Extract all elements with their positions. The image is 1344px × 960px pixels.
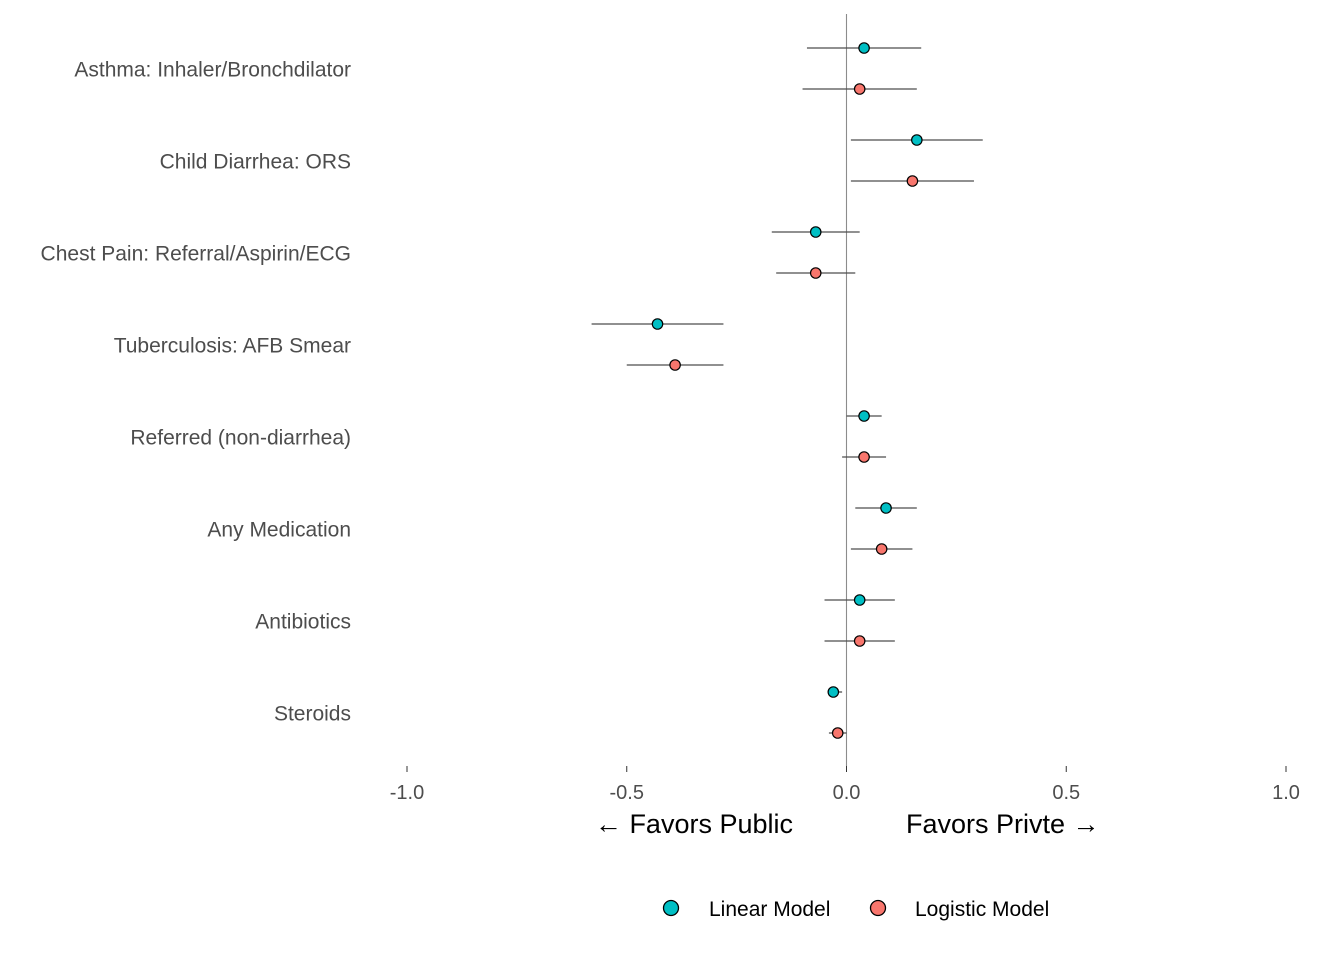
x-axis-label-left: ← Favors Public bbox=[595, 809, 793, 839]
category-label: Any Medication bbox=[207, 519, 351, 542]
category-labels: Asthma: Inhaler/Bronchdilator Child Diarr… bbox=[41, 59, 351, 726]
category-label: Referred (non-diarrhea) bbox=[130, 427, 351, 450]
data-points bbox=[651, 42, 923, 739]
data-point bbox=[809, 226, 822, 238]
x-tick-label: -0.5 bbox=[610, 782, 644, 804]
legend-marker-logistic-model bbox=[869, 899, 887, 917]
category-label: Asthma: Inhaler/Bronchdilator bbox=[74, 59, 351, 82]
data-point bbox=[853, 594, 866, 606]
data-point bbox=[880, 502, 892, 514]
legend-marker-linear-model bbox=[662, 899, 680, 917]
data-point bbox=[669, 359, 681, 371]
category-label: Antibiotics bbox=[255, 611, 351, 634]
data-point bbox=[858, 451, 870, 463]
data-point bbox=[858, 410, 870, 422]
data-point bbox=[875, 543, 888, 555]
x-axis-label-right: Favors Privte → bbox=[906, 809, 1100, 839]
x-tick-label: 0.0 bbox=[833, 782, 861, 804]
legend: Linear Model Logistic Model bbox=[662, 898, 1049, 921]
x-tick-label: 1.0 bbox=[1272, 782, 1300, 804]
data-point bbox=[906, 175, 919, 187]
data-point bbox=[809, 267, 822, 279]
x-axis-ticks: -1.0 -0.5 0.0 0.5 1.0 bbox=[390, 766, 1300, 804]
x-tick-label: 0.5 bbox=[1052, 782, 1080, 804]
category-label: Child Diarrhea: ORS bbox=[160, 151, 351, 174]
data-point bbox=[827, 686, 840, 698]
legend-label-logistic-model: Logistic Model bbox=[915, 898, 1049, 921]
data-point bbox=[853, 83, 866, 95]
error-bars bbox=[591, 47, 983, 734]
data-point bbox=[651, 318, 664, 330]
x-tick-label: -1.0 bbox=[390, 782, 424, 804]
data-point bbox=[911, 134, 923, 146]
category-label: Steroids bbox=[274, 703, 351, 726]
data-point bbox=[853, 635, 866, 647]
data-point bbox=[831, 727, 844, 739]
category-label: Tuberculosis: AFB Smear bbox=[114, 335, 351, 358]
legend-label-linear-model: Linear Model bbox=[709, 898, 830, 921]
data-point bbox=[858, 42, 870, 54]
category-label: Chest Pain: Referral/Aspirin/ECG bbox=[41, 243, 351, 266]
